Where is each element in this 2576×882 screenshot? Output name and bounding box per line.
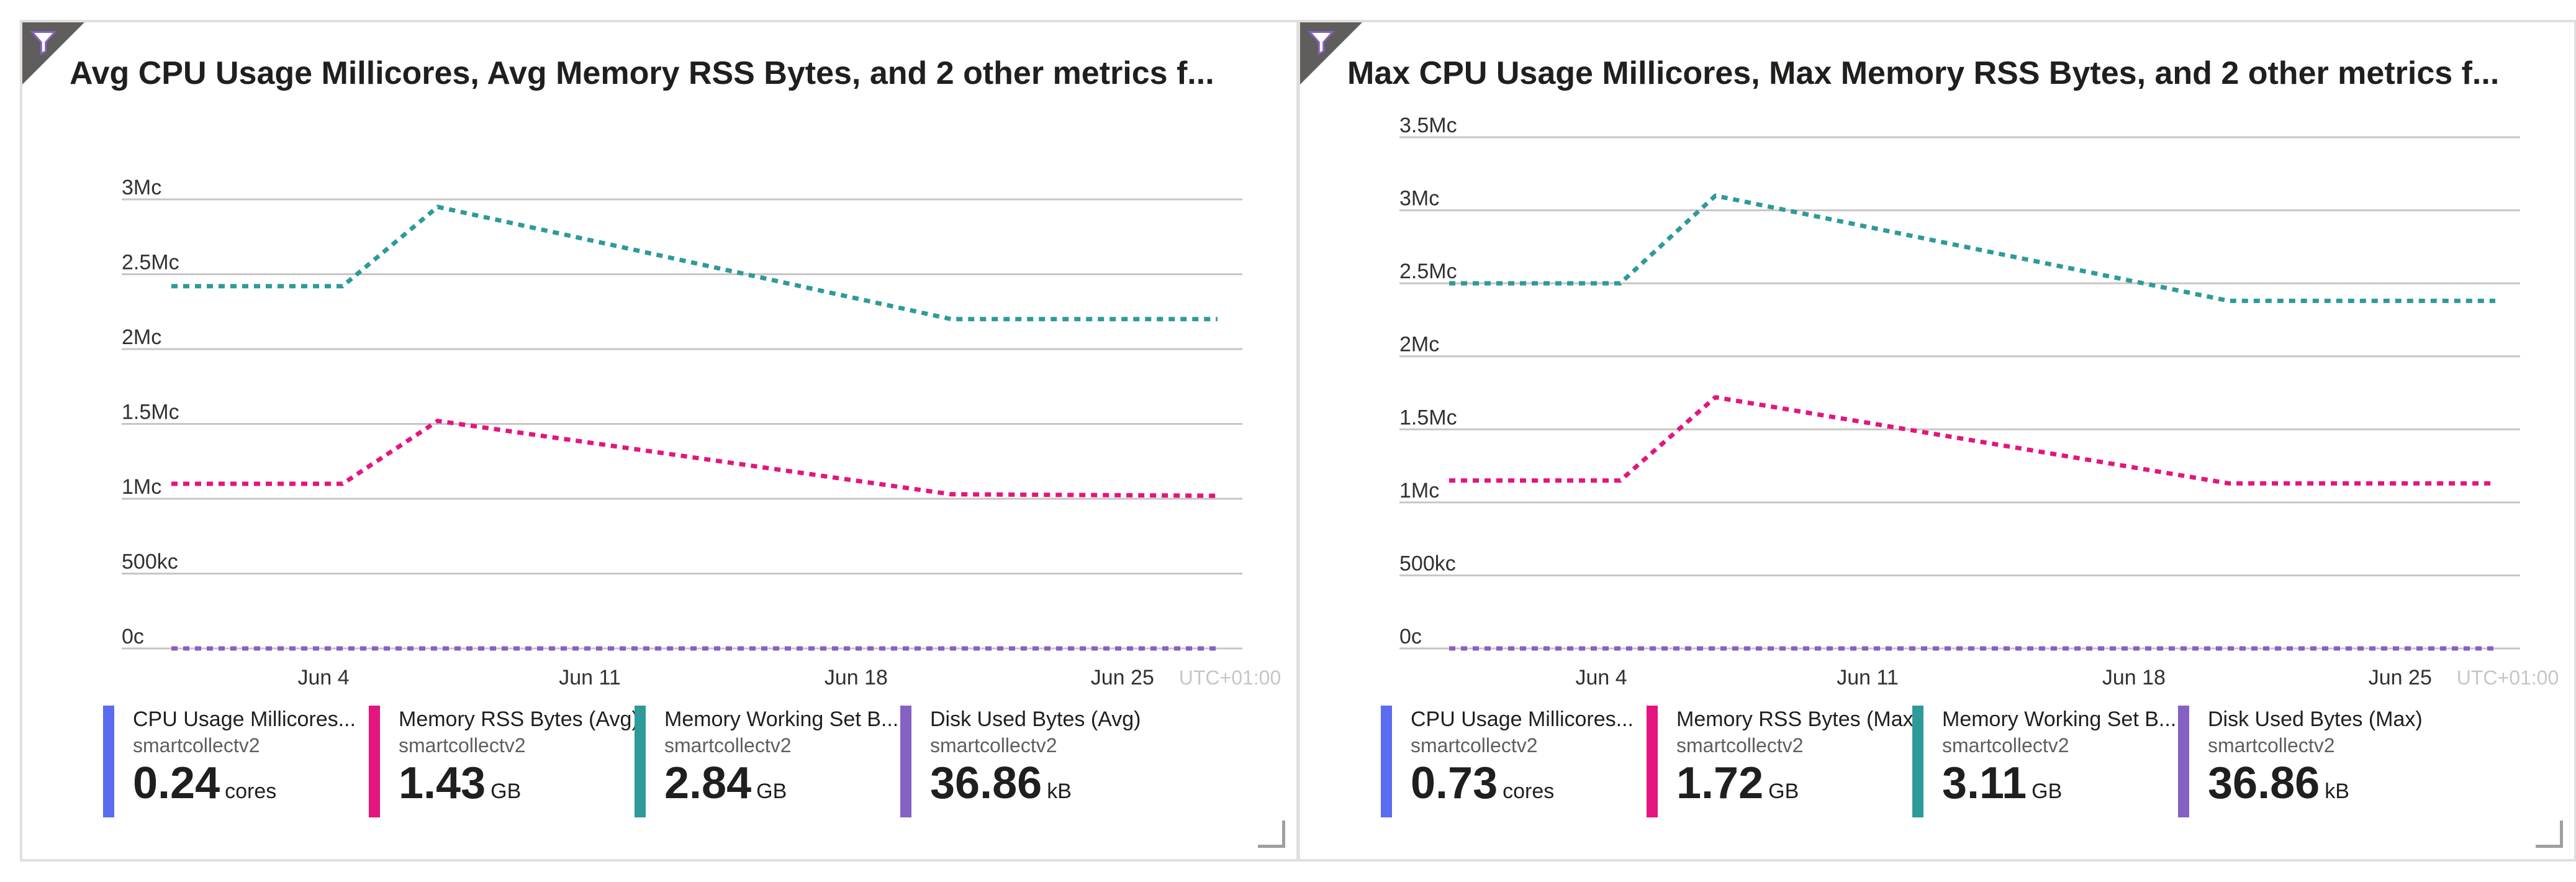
legend-value: 36.86	[2208, 758, 2320, 808]
y-tick-label: 2Mc	[1399, 333, 1439, 357]
chart-legend: CPU Usage Millicores... smartcollectv2 0…	[103, 706, 1283, 842]
y-tick-label: 3Mc	[1399, 187, 1439, 211]
y-tick-label: 3.5Mc	[1399, 114, 1457, 137]
legend-resource-name: smartcollectv2	[664, 734, 792, 757]
resize-handle[interactable]	[2536, 821, 2563, 848]
filter-funnel-icon[interactable]	[30, 29, 57, 56]
tile-title[interactable]: Avg CPU Usage Millicores, Avg Memory RSS…	[70, 55, 1214, 91]
y-tick-label: 2.5Mc	[122, 251, 179, 275]
legend-metric-name: Memory RSS Bytes (Max)	[1676, 707, 1920, 731]
x-tick-label: Jun 18	[825, 666, 888, 689]
tile-title[interactable]: Max CPU Usage Millicores, Max Memory RSS…	[1347, 55, 2500, 91]
timezone-label: UTC+01:00	[2457, 666, 2559, 689]
x-tick-label: Jun 4	[297, 666, 349, 689]
legend-value: 3.11	[1942, 758, 2027, 808]
legend-resource-name: smartcollectv2	[1676, 734, 1804, 757]
y-tick-label: 500kc	[1399, 552, 1456, 575]
line-chart-avg: 0c 500kc 1Mc 1.5Mc 2Mc 2.5Mc 3Mc Jun 4 Jun 11 Jun…	[122, 176, 1281, 689]
y-tick-label: 1Mc	[1399, 479, 1439, 502]
y-tick-label: 2Mc	[122, 325, 161, 349]
series-line-memory-rss-bytes-max	[1449, 395, 2495, 486]
y-tick-label: 2.5Mc	[1399, 260, 1457, 283]
series-line-memory-working-set-b	[1449, 193, 2495, 303]
x-tick-label: Jun 25	[2369, 666, 2432, 689]
x-tick-label: Jun 18	[2102, 666, 2166, 689]
legend-resource-name: smartcollectv2	[1942, 734, 2069, 757]
x-tick-label: Jun 11	[559, 666, 621, 689]
legend-item-memory-working-set[interactable]: Memory Working Set B... smartcollectv2 2…	[635, 706, 898, 817]
x-tick-label: Jun 11	[1837, 666, 1899, 689]
series-line-memory-working-set-b	[171, 204, 1218, 322]
legend-metric-name: Memory RSS Bytes (Avg)	[399, 707, 639, 731]
legend-metric-name: Memory Working Set B...	[664, 707, 899, 731]
legend-resource-name: smartcollectv2	[2208, 734, 2335, 757]
legend-unit: GB	[490, 780, 522, 803]
y-tick-label: 1Mc	[122, 475, 161, 499]
line-chart-max: 0c 500kc 1Mc 1.5Mc 2Mc 2.5Mc 3Mc 3.5Mc Jun 4 Jun …	[1399, 114, 2559, 689]
legend-unit: cores	[225, 780, 277, 803]
y-tick-label: 1.5Mc	[122, 401, 179, 424]
legend-item-memory-rss[interactable]: Memory RSS Bytes (Avg) smartcollectv2 1.…	[369, 706, 639, 817]
legend-unit: cores	[1503, 780, 1555, 803]
y-tick-label: 1.5Mc	[1399, 406, 1457, 429]
legend-resource-name: smartcollectv2	[930, 734, 1057, 757]
legend-value: 1.43	[399, 758, 486, 808]
x-tick-label: Jun 4	[1575, 666, 1627, 689]
metrics-tile-max[interactable]: Max CPU Usage Millicores, Max Memory RSS…	[1298, 20, 2576, 862]
legend-item-cpu[interactable]: CPU Usage Millicores... smartcollectv2 0…	[103, 706, 356, 817]
legend-resource-name: smartcollectv2	[399, 734, 526, 757]
legend-item-cpu[interactable]: CPU Usage Millicores... smartcollectv2 0…	[1381, 706, 1634, 817]
y-tick-label: 0c	[122, 625, 144, 648]
legend-item-disk[interactable]: Disk Used Bytes (Max) smartcollectv2 36.…	[2178, 706, 2426, 817]
legend-unit: kB	[2325, 780, 2349, 803]
legend-value: 0.24	[133, 758, 220, 808]
y-tick-label: 3Mc	[122, 176, 161, 199]
legend-unit: GB	[2031, 780, 2063, 803]
metrics-tile-avg[interactable]: Avg CPU Usage Millicores, Avg Memory RSS…	[20, 20, 1299, 862]
legend-resource-name: smartcollectv2	[133, 734, 260, 757]
legend-metric-name: Disk Used Bytes (Max)	[2208, 707, 2423, 731]
legend-unit: GB	[756, 780, 787, 803]
filter-funnel-icon[interactable]	[1308, 29, 1335, 56]
legend-item-disk[interactable]: Disk Used Bytes (Avg) smartcollectv2 36.…	[900, 706, 1149, 817]
legend-value: 0.73	[1411, 758, 1498, 808]
y-tick-label: 500kc	[122, 550, 178, 574]
legend-item-memory-working-set[interactable]: Memory Working Set B... smartcollectv2 3…	[1912, 706, 2176, 817]
resize-handle[interactable]	[1258, 821, 1285, 848]
x-tick-label: Jun 25	[1091, 666, 1154, 689]
legend-metric-name: Memory Working Set B...	[1942, 707, 2177, 731]
legend-value: 2.84	[664, 758, 752, 808]
legend-resource-name: smartcollectv2	[1411, 734, 1538, 757]
legend-metric-name: Disk Used Bytes (Avg)	[930, 707, 1141, 731]
chart-legend: CPU Usage Millicores... smartcollectv2 0…	[1381, 706, 2560, 842]
y-tick-label: 0c	[1399, 625, 1422, 648]
legend-unit: kB	[1047, 780, 1072, 803]
legend-value: 36.86	[930, 758, 1042, 808]
series-line-memory-rss-bytes-avg	[171, 419, 1218, 498]
legend-value: 1.72	[1676, 758, 1764, 808]
legend-metric-name: CPU Usage Millicores...	[1411, 707, 1634, 731]
legend-metric-name: CPU Usage Millicores...	[133, 707, 356, 731]
legend-unit: GB	[1768, 780, 1799, 803]
timezone-label: UTC+01:00	[1179, 666, 1281, 689]
legend-item-memory-rss[interactable]: Memory RSS Bytes (Max) smartcollectv2 1.…	[1647, 706, 1920, 817]
